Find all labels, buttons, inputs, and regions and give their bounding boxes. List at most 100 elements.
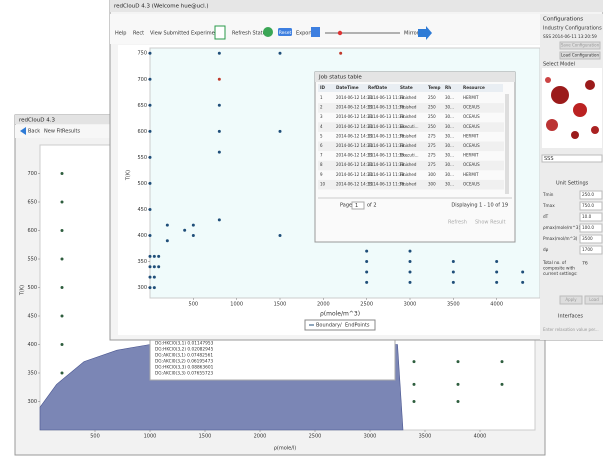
cell: 275 bbox=[428, 133, 436, 138]
toolbar-item[interactable]: Rect bbox=[133, 31, 144, 37]
point bbox=[148, 286, 152, 290]
point bbox=[217, 150, 221, 154]
cell: HERMIT bbox=[463, 133, 479, 138]
point bbox=[456, 400, 460, 403]
point bbox=[152, 254, 156, 258]
toolbar-item[interactable]: Help bbox=[115, 31, 126, 37]
point bbox=[278, 129, 282, 133]
column-header: Rh bbox=[445, 85, 451, 90]
param-field[interactable] bbox=[579, 245, 603, 255]
refresh-icon[interactable] bbox=[263, 27, 273, 37]
cell: OCEAUS bbox=[463, 143, 480, 148]
displaying: Displaying 1 - 10 of 19 bbox=[451, 203, 508, 209]
cell: 2014-06-12 14:33... bbox=[336, 114, 376, 119]
cell: OCEAUS bbox=[463, 162, 480, 167]
load-button[interactable] bbox=[584, 295, 603, 305]
cell: 250 bbox=[428, 95, 436, 100]
toolbar-item[interactable]: Back bbox=[28, 129, 40, 135]
refresh-button[interactable]: Refresh bbox=[448, 220, 467, 226]
cell: 2014-06-13 11:38... bbox=[368, 105, 408, 110]
legend-separator: / bbox=[340, 323, 342, 329]
back-icon[interactable] bbox=[20, 127, 26, 135]
cell: 2014-06-13 11:38... bbox=[368, 162, 408, 167]
view-icon[interactable] bbox=[214, 25, 226, 40]
point bbox=[408, 260, 412, 264]
point bbox=[500, 382, 504, 386]
apply-label[interactable]: Apply bbox=[565, 297, 577, 302]
load-label[interactable]: Load Configuration bbox=[561, 53, 599, 58]
point bbox=[451, 270, 455, 274]
cell: 2014-06-12 14:33... bbox=[336, 133, 376, 138]
x-tick-label: 2000 bbox=[317, 302, 330, 308]
reset-button[interactable] bbox=[278, 28, 292, 36]
table-header bbox=[318, 84, 503, 92]
point bbox=[148, 129, 152, 133]
toolbar-item[interactable]: View Submitted Experiment bbox=[150, 31, 220, 37]
param-field[interactable] bbox=[579, 201, 603, 211]
cell: 3 bbox=[320, 114, 323, 119]
point bbox=[152, 275, 156, 279]
section-title: Unit Settings bbox=[556, 181, 589, 187]
mirror-icon[interactable] bbox=[418, 26, 432, 40]
point bbox=[148, 275, 152, 279]
x-tick-label: 3000 bbox=[404, 302, 417, 308]
column-header: DateTime bbox=[336, 85, 359, 90]
cell: 30... bbox=[445, 153, 454, 158]
reset-label[interactable]: Reset bbox=[279, 30, 292, 36]
cell: Finished bbox=[400, 95, 417, 100]
cell: 30... bbox=[445, 124, 454, 129]
param-field[interactable] bbox=[579, 234, 603, 244]
export-icon[interactable] bbox=[311, 27, 320, 37]
section-title: Interfaces bbox=[558, 314, 583, 320]
x-tick-label: 1000 bbox=[230, 302, 243, 308]
legend-entry[interactable]: Boundary bbox=[316, 323, 340, 329]
param-field[interactable] bbox=[579, 212, 603, 222]
cell: Finished bbox=[400, 162, 417, 167]
point bbox=[152, 265, 156, 269]
model-field[interactable] bbox=[541, 154, 603, 163]
point bbox=[217, 129, 221, 133]
x-tick-label: 500 bbox=[189, 302, 199, 308]
y-tick-label: 500 bbox=[27, 285, 37, 291]
toolbar-item[interactable]: Results bbox=[62, 129, 80, 135]
column-header: State bbox=[400, 85, 413, 90]
apply-button[interactable] bbox=[559, 295, 583, 305]
param-field[interactable] bbox=[579, 190, 603, 200]
y-tick-label: 350 bbox=[137, 259, 147, 265]
cell: 2014-06-12 14:33... bbox=[336, 172, 376, 177]
param-value: 10.0 bbox=[582, 214, 592, 219]
cell: 2 bbox=[320, 105, 323, 110]
y-tick-label: 300 bbox=[27, 399, 37, 405]
toolbar-item[interactable]: Mirror bbox=[404, 31, 420, 37]
save-label[interactable]: Save Configuration bbox=[561, 43, 600, 48]
show-result-button[interactable]: Show Result bbox=[475, 220, 506, 226]
toolbar-item[interactable]: New Fit bbox=[44, 129, 62, 135]
cell: 2014-06-13 11:38... bbox=[368, 124, 408, 129]
save-button[interactable] bbox=[559, 41, 601, 50]
legend-entry[interactable]: EndPoints bbox=[345, 323, 370, 329]
load-button[interactable] bbox=[559, 51, 601, 60]
cell: 275 bbox=[428, 162, 436, 167]
x-axis-label: ρ(mole/l) bbox=[274, 446, 297, 452]
slider-handle[interactable] bbox=[337, 30, 343, 36]
scrollbar[interactable] bbox=[505, 94, 509, 194]
result-line: DG:AKCl0(3,3) 0.07655723 bbox=[155, 371, 213, 377]
cell: OCEAUS bbox=[463, 124, 480, 129]
param-field[interactable] bbox=[579, 223, 603, 233]
toolbar-item[interactable]: Export bbox=[296, 31, 312, 37]
point bbox=[451, 260, 455, 264]
point bbox=[148, 207, 152, 211]
toolbar-item[interactable]: Refresh Status bbox=[232, 31, 269, 37]
row-stripe bbox=[318, 122, 504, 132]
panel-title: Configurations bbox=[543, 17, 583, 23]
cell: OCEAUS bbox=[463, 181, 480, 186]
point bbox=[456, 360, 460, 364]
page-field[interactable] bbox=[351, 201, 365, 210]
row-stripe bbox=[318, 160, 504, 171]
page-number[interactable]: 1 bbox=[355, 203, 358, 209]
load-label[interactable]: Load bbox=[589, 297, 599, 302]
model-name[interactable]: SSS bbox=[544, 156, 554, 162]
x-axis-label: ρ(mole/m^3) bbox=[320, 311, 360, 318]
cell: HERMIT bbox=[463, 172, 479, 177]
y-tick-label: 400 bbox=[27, 342, 37, 348]
